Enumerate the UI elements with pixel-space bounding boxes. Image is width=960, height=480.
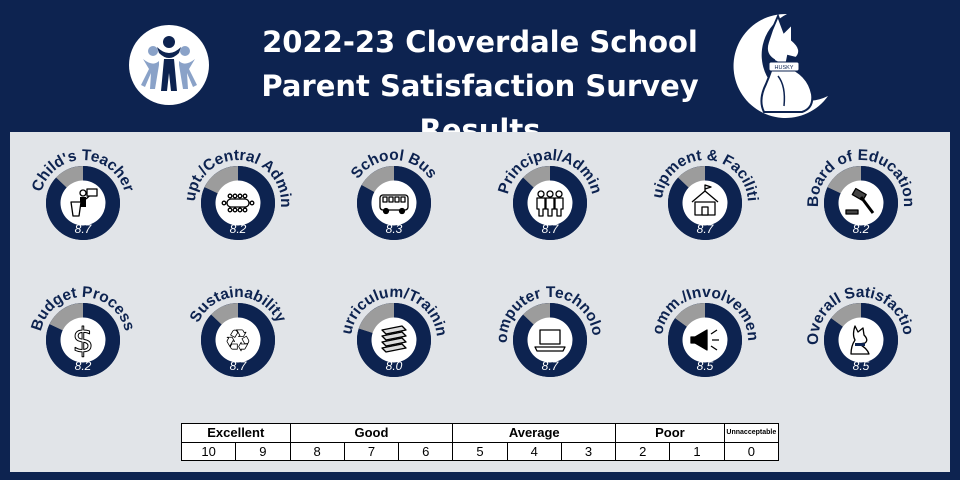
- donut-value-arc: [46, 166, 120, 240]
- value-label: 8.7: [697, 222, 715, 236]
- donut-remainder-arc: [675, 303, 706, 328]
- value-label: 8.5: [853, 359, 870, 373]
- donut-value-arc: [668, 303, 742, 377]
- scale-number: 9: [235, 441, 291, 461]
- conference-table-icon: [221, 193, 255, 213]
- donut-remainder-arc: [831, 303, 862, 328]
- value-label: 8.7: [542, 359, 560, 373]
- recycle-icon: ♻: [224, 324, 252, 360]
- donut-value-arc: [46, 303, 120, 377]
- value-label: 8.5: [697, 359, 714, 373]
- donut-remainder-arc: [523, 166, 551, 189]
- chart-title: Overall Satisfaction: [0, 0, 917, 345]
- svg-text:♻: ♻: [225, 324, 252, 359]
- donut-remainder-arc: [211, 303, 239, 326]
- scale-category-average: Average: [452, 423, 617, 443]
- donut-center: [838, 180, 884, 226]
- results-panel: [10, 132, 950, 472]
- value-label: 8.2: [853, 222, 870, 236]
- value-label: 8.2: [230, 222, 247, 236]
- husky-mascot-icon: [850, 325, 870, 355]
- dollar-sign-icon: $: [72, 321, 95, 362]
- svg-text:$: $: [72, 321, 94, 361]
- donut-value-arc: [668, 166, 742, 240]
- scale-number: 10: [180, 441, 237, 461]
- scale-category-unacceptable: Unnacceptable: [723, 423, 780, 443]
- husky-logo-icon: HUSKY: [732, 10, 832, 120]
- scale-number: 0: [723, 441, 780, 461]
- school-building-icon: [691, 184, 719, 216]
- books-icon: [381, 325, 407, 353]
- donut-value-arc: [824, 303, 898, 377]
- teacher-at-podium-icon: [70, 188, 98, 217]
- scale-category-poor: Poor: [615, 423, 725, 443]
- scale-category-excellent: Excellent: [181, 423, 291, 443]
- title-line-1: 2022-23 Cloverdale School: [262, 25, 698, 59]
- donut-remainder-arc: [204, 166, 239, 195]
- scale-number: 3: [560, 441, 617, 461]
- scale-number: 8: [289, 441, 345, 461]
- donut-value-arc: [201, 303, 275, 377]
- scale-number: 6: [398, 441, 454, 461]
- scale-category-good: Good: [289, 423, 454, 443]
- gavel-icon: [845, 187, 875, 215]
- donut-value-arc: [357, 303, 431, 377]
- donut-center: [60, 317, 106, 363]
- scale-number: 7: [343, 441, 400, 461]
- husky-badge-text: HUSKY: [775, 65, 794, 71]
- donut-value-arc: [824, 166, 898, 240]
- value-label: 8.3: [386, 222, 403, 236]
- people-logo-icon: [129, 25, 209, 105]
- donut-remainder-arc: [523, 303, 551, 326]
- value-label: 8.7: [230, 359, 248, 373]
- scale-number: 2: [615, 441, 671, 461]
- donut-remainder-arc: [358, 303, 395, 334]
- donut-value-arc: [513, 166, 587, 240]
- laptop-icon: [534, 329, 566, 352]
- scale-number: 1: [669, 441, 725, 461]
- rating-scale-table: Excellent Good Average Poor Unnacceptabl…: [180, 423, 780, 461]
- page-title: 2022-23 Cloverdale School Parent Satisfa…: [200, 20, 760, 152]
- value-label: 8.7: [75, 222, 93, 236]
- donut-value-arc: [357, 166, 431, 240]
- school-bus-icon: [379, 194, 409, 215]
- donut-value-arc: [513, 303, 587, 377]
- donut-remainder-arc: [56, 166, 84, 189]
- donut-remainder-arc: [49, 303, 84, 332]
- value-label: 8.7: [542, 222, 560, 236]
- scale-number: 5: [452, 441, 508, 461]
- donut-center: [215, 317, 261, 363]
- donut-remainder-arc: [827, 166, 862, 195]
- megaphone-icon: [690, 329, 719, 351]
- value-label: 8.0: [386, 359, 403, 373]
- group-of-people-icon: [536, 190, 564, 217]
- donut-remainder-arc: [678, 166, 706, 189]
- value-label: 8.2: [75, 359, 92, 373]
- scale-number: 4: [506, 441, 562, 461]
- donut-remainder-arc: [361, 166, 395, 193]
- donut-value-arc: [201, 166, 275, 240]
